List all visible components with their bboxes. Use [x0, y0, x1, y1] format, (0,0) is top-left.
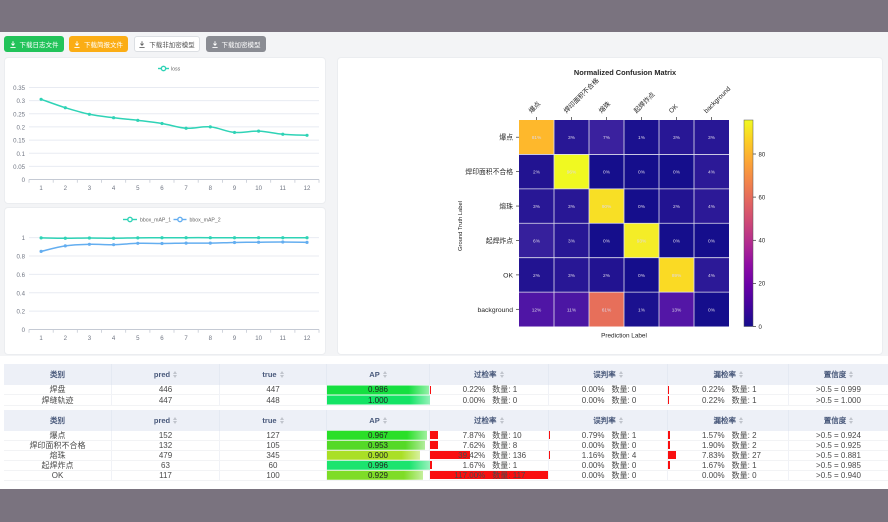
- svg-text:3%: 3%: [568, 204, 576, 210]
- svg-text:2%: 2%: [533, 170, 541, 176]
- svg-text:焊印面积不合格: 焊印面积不合格: [465, 167, 513, 176]
- svg-text:6: 6: [160, 335, 164, 342]
- svg-text:起焊炸点: 起焊炸点: [632, 90, 657, 115]
- svg-text:1: 1: [39, 185, 43, 192]
- svg-text:10: 10: [255, 335, 262, 342]
- svg-text:11: 11: [279, 335, 286, 342]
- svg-text:40: 40: [759, 239, 766, 245]
- svg-text:bbox_mAP_2: bbox_mAP_2: [189, 217, 220, 223]
- svg-text:3: 3: [87, 335, 91, 342]
- svg-text:0.8: 0.8: [16, 253, 25, 260]
- svg-text:8: 8: [208, 335, 212, 342]
- svg-text:3%: 3%: [533, 204, 541, 210]
- svg-text:7: 7: [184, 185, 188, 192]
- svg-text:13%: 13%: [672, 307, 682, 313]
- svg-text:20: 20: [759, 282, 766, 288]
- svg-text:0.4: 0.4: [16, 290, 25, 297]
- svg-text:0.2: 0.2: [16, 308, 25, 315]
- svg-text:焊印面积不合格: 焊印面积不合格: [562, 76, 601, 115]
- svg-text:89%: 89%: [672, 273, 682, 279]
- svg-text:爆点: 爆点: [499, 133, 513, 142]
- svg-text:4: 4: [111, 335, 115, 342]
- svg-text:0.05: 0.05: [13, 164, 25, 171]
- svg-text:0.3: 0.3: [16, 98, 25, 105]
- svg-text:0%: 0%: [603, 239, 611, 245]
- svg-text:OK: OK: [668, 103, 680, 115]
- svg-text:0%: 0%: [603, 170, 611, 176]
- svg-text:3%: 3%: [568, 239, 576, 245]
- svg-text:1: 1: [39, 335, 43, 342]
- svg-text:2: 2: [63, 335, 67, 342]
- svg-text:0.1: 0.1: [16, 150, 25, 157]
- svg-text:8: 8: [208, 185, 212, 192]
- svg-text:60: 60: [759, 195, 766, 201]
- svg-text:爆点: 爆点: [527, 99, 543, 115]
- svg-text:0.2: 0.2: [16, 124, 25, 131]
- svg-text:6: 6: [160, 185, 164, 192]
- svg-text:0%: 0%: [673, 170, 681, 176]
- svg-text:0%: 0%: [638, 204, 646, 210]
- svg-text:OK: OK: [503, 272, 513, 279]
- svg-text:3: 3: [87, 185, 91, 192]
- svg-text:background: background: [477, 307, 513, 314]
- svg-text:0.25: 0.25: [13, 111, 25, 118]
- svg-text:81%: 81%: [532, 135, 542, 141]
- svg-text:93%: 93%: [637, 239, 647, 245]
- svg-text:0: 0: [21, 327, 25, 334]
- svg-text:12: 12: [303, 335, 310, 342]
- svg-text:9: 9: [232, 185, 236, 192]
- svg-text:0%: 0%: [708, 239, 716, 245]
- svg-text:10: 10: [255, 185, 262, 192]
- svg-text:熔珠: 熔珠: [499, 202, 513, 211]
- svg-text:1%: 1%: [638, 307, 646, 313]
- svg-text:12: 12: [303, 185, 310, 192]
- svg-text:2: 2: [63, 185, 67, 192]
- svg-text:3%: 3%: [568, 273, 576, 279]
- svg-text:起焊炸点: 起焊炸点: [486, 236, 513, 245]
- svg-text:0.35: 0.35: [13, 85, 25, 92]
- svg-text:3%: 3%: [568, 135, 576, 141]
- svg-text:1%: 1%: [638, 135, 646, 141]
- svg-text:Prediction Label: Prediction Label: [601, 333, 647, 340]
- svg-text:7%: 7%: [603, 135, 611, 141]
- svg-text:3%: 3%: [673, 135, 681, 141]
- svg-text:0: 0: [21, 177, 25, 184]
- svg-text:4%: 4%: [708, 273, 716, 279]
- svg-text:4: 4: [111, 185, 115, 192]
- svg-text:11: 11: [279, 185, 286, 192]
- svg-text:Normalized Confusion Matrix: Normalized Confusion Matrix: [574, 68, 677, 77]
- svg-text:Ground Truth Label: Ground Truth Label: [458, 201, 464, 251]
- svg-text:2%: 2%: [603, 273, 611, 279]
- svg-text:2%: 2%: [533, 273, 541, 279]
- svg-text:80: 80: [759, 152, 766, 158]
- svg-text:0%: 0%: [638, 273, 646, 279]
- svg-text:4%: 4%: [708, 204, 716, 210]
- svg-text:1: 1: [21, 235, 25, 242]
- svg-text:7: 7: [184, 335, 188, 342]
- svg-text:2%: 2%: [673, 204, 681, 210]
- svg-text:background: background: [703, 85, 733, 115]
- svg-text:0.15: 0.15: [13, 137, 25, 144]
- svg-text:0%: 0%: [708, 307, 716, 313]
- svg-text:熔珠: 熔珠: [597, 99, 613, 115]
- svg-text:5: 5: [136, 335, 140, 342]
- svg-text:6%: 6%: [533, 239, 541, 245]
- svg-text:0%: 0%: [673, 239, 681, 245]
- svg-text:12%: 12%: [532, 307, 542, 313]
- svg-text:11%: 11%: [567, 307, 577, 313]
- svg-text:0%: 0%: [638, 170, 646, 176]
- svg-text:61%: 61%: [602, 307, 612, 313]
- svg-text:0: 0: [759, 325, 763, 331]
- svg-text:5: 5: [136, 185, 140, 192]
- svg-text:3%: 3%: [708, 135, 716, 141]
- svg-text:0.6: 0.6: [16, 272, 25, 279]
- svg-text:loss: loss: [171, 66, 181, 72]
- svg-text:96%: 96%: [567, 170, 577, 176]
- svg-text:bbox_mAP_1: bbox_mAP_1: [140, 217, 171, 223]
- svg-text:90%: 90%: [602, 204, 612, 210]
- svg-text:9: 9: [232, 335, 236, 342]
- svg-text:4%: 4%: [708, 170, 716, 176]
